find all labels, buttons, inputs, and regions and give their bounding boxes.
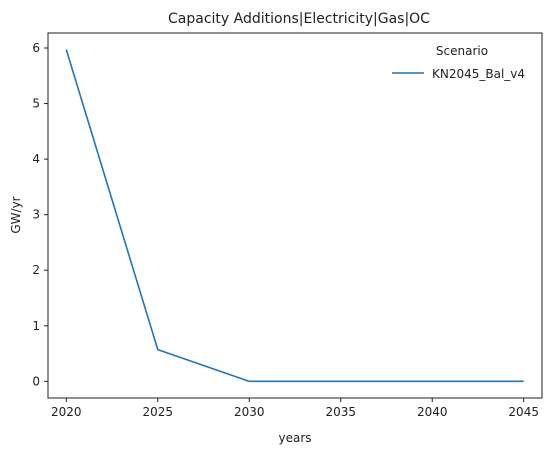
y-tick-label: 3 [32, 208, 40, 222]
y-axis-label: GW/yr [9, 196, 23, 233]
y-tick-label: 1 [32, 319, 40, 333]
y-axis: 0 1 2 3 4 5 6 [32, 41, 48, 388]
x-tick-label: 2020 [51, 405, 82, 419]
series-line [66, 50, 523, 382]
chart-title: Capacity Additions|Electricity|Gas|OC [168, 11, 430, 27]
legend-entry-label: KN2045_Bal_v4 [432, 67, 525, 81]
series-layer [66, 50, 523, 382]
plot-frame [48, 33, 542, 398]
y-tick-label: 6 [32, 41, 40, 55]
y-tick-label: 0 [32, 374, 40, 388]
x-tick-label: 2045 [508, 405, 539, 419]
legend-title: Scenario [436, 44, 488, 58]
x-tick-label: 2035 [325, 405, 356, 419]
legend: Scenario KN2045_Bal_v4 [392, 44, 525, 81]
x-axis: 2020 2025 2030 2035 2040 2045 [51, 398, 539, 419]
y-tick-label: 5 [32, 97, 40, 111]
x-axis-label: years [278, 431, 311, 445]
x-tick-label: 2040 [417, 405, 448, 419]
y-tick-label: 4 [32, 152, 40, 166]
x-tick-label: 2030 [234, 405, 265, 419]
y-tick-label: 2 [32, 263, 40, 277]
x-tick-label: 2025 [143, 405, 174, 419]
